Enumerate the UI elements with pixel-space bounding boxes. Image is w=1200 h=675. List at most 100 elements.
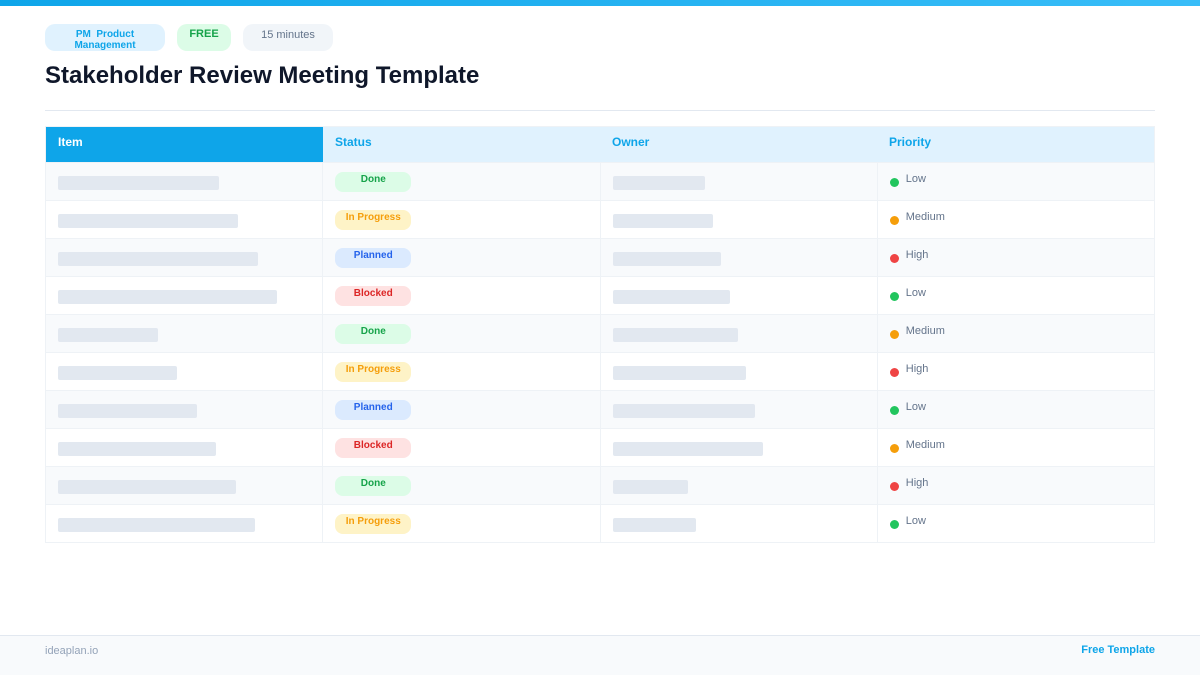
- owner-placeholder: [612, 404, 755, 418]
- item-placeholder: [58, 442, 216, 456]
- priority-cell: Low: [878, 505, 1154, 542]
- item-cell: [46, 353, 324, 390]
- table-row: In Progress Medium: [46, 200, 1154, 238]
- category-code: PM: [75, 29, 91, 40]
- item-cell: [46, 163, 324, 200]
- category-name: Product Management: [74, 29, 136, 51]
- status-badge: In Progress: [335, 210, 412, 230]
- priority-label: Medium: [905, 211, 945, 223]
- owner-placeholder: [612, 366, 746, 380]
- page-title: Stakeholder Review Meeting Template: [45, 62, 480, 89]
- column-header: Priority: [877, 127, 1154, 162]
- priority-cell: High: [878, 467, 1154, 504]
- status-cell: Blocked: [323, 277, 601, 314]
- priority-dot: [889, 482, 899, 491]
- priority-label: High: [905, 363, 929, 375]
- status-badge: Done: [335, 476, 412, 496]
- divider: [45, 110, 1155, 111]
- table-row: Done Low: [46, 162, 1154, 200]
- status-badge: Planned: [335, 400, 412, 420]
- table-row: Blocked Low: [46, 276, 1154, 314]
- item-cell: [46, 391, 324, 428]
- priority-label: Low: [905, 173, 926, 185]
- column-header: Owner: [600, 127, 877, 162]
- priority-cell: Medium: [878, 429, 1154, 466]
- priority-dot: [889, 406, 899, 415]
- owner-cell: [601, 505, 878, 542]
- header-row: Item Status Owner Priority: [46, 127, 1154, 162]
- priority-cell: High: [878, 239, 1154, 276]
- item-placeholder: [58, 328, 158, 342]
- status-cell: Planned: [323, 391, 601, 428]
- priority-label: Low: [905, 401, 926, 413]
- priority-label: High: [905, 477, 929, 489]
- table-row: Planned High: [46, 238, 1154, 276]
- owner-cell: [601, 163, 878, 200]
- status-cell: In Progress: [323, 505, 601, 542]
- item-placeholder: [58, 176, 219, 190]
- item-placeholder: [58, 404, 197, 418]
- status-cell: Blocked: [323, 429, 601, 466]
- owner-placeholder: [612, 480, 688, 494]
- priority-cell: Medium: [878, 201, 1154, 238]
- table: Item Status Owner Priority Done Low In Progres…: [45, 126, 1155, 543]
- priority-cell: High: [878, 353, 1154, 390]
- priority-cell: Low: [878, 163, 1154, 200]
- owner-placeholder: [612, 176, 705, 190]
- price-tag: FREE: [177, 24, 231, 51]
- footer-label: Free Template: [1081, 644, 1155, 656]
- item-cell: [46, 505, 324, 542]
- status-badge: Done: [335, 172, 412, 192]
- status-cell: In Progress: [323, 201, 601, 238]
- duration-tag: 15 minutes: [243, 24, 333, 51]
- priority-label: High: [905, 249, 929, 261]
- owner-cell: [601, 391, 878, 428]
- owner-cell: [601, 315, 878, 352]
- priority-cell: Low: [878, 277, 1154, 314]
- owner-placeholder: [612, 328, 738, 342]
- status-badge: Blocked: [335, 438, 412, 458]
- table-row: In Progress Low: [46, 504, 1154, 542]
- item-cell: [46, 467, 324, 504]
- status-cell: Done: [323, 467, 601, 504]
- status-badge: In Progress: [335, 362, 412, 382]
- priority-dot: [889, 368, 899, 377]
- table-row: Blocked Medium: [46, 428, 1154, 466]
- priority-label: Medium: [905, 325, 945, 337]
- owner-cell: [601, 277, 878, 314]
- item-cell: [46, 201, 324, 238]
- owner-cell: [601, 239, 878, 276]
- owner-cell: [601, 467, 878, 504]
- owner-cell: [601, 429, 878, 466]
- owner-placeholder: [612, 290, 730, 304]
- table-row: Planned Low: [46, 390, 1154, 428]
- item-placeholder: [58, 252, 258, 266]
- priority-cell: Low: [878, 391, 1154, 428]
- column-header: Item: [46, 127, 323, 162]
- status-badge: Blocked: [335, 286, 412, 306]
- priority-dot: [889, 216, 899, 225]
- priority-cell: Medium: [878, 315, 1154, 352]
- item-placeholder: [58, 214, 238, 228]
- table-row: In Progress High: [46, 352, 1154, 390]
- owner-cell: [601, 353, 878, 390]
- item-cell: [46, 429, 324, 466]
- status-cell: Done: [323, 315, 601, 352]
- footer: ideaplan.io Free Template: [0, 635, 1200, 675]
- priority-label: Low: [905, 287, 926, 299]
- priority-label: Medium: [905, 439, 945, 451]
- item-placeholder: [58, 290, 277, 304]
- item-cell: [46, 315, 324, 352]
- status-cell: Planned: [323, 239, 601, 276]
- table-row: Done Medium: [46, 314, 1154, 352]
- owner-placeholder: [612, 252, 721, 266]
- priority-label: Low: [905, 515, 926, 527]
- priority-dot: [889, 520, 899, 529]
- owner-placeholder: [612, 518, 696, 532]
- status-cell: Done: [323, 163, 601, 200]
- item-placeholder: [58, 518, 255, 532]
- priority-dot: [889, 178, 899, 187]
- item-cell: [46, 239, 324, 276]
- owner-placeholder: [612, 214, 713, 228]
